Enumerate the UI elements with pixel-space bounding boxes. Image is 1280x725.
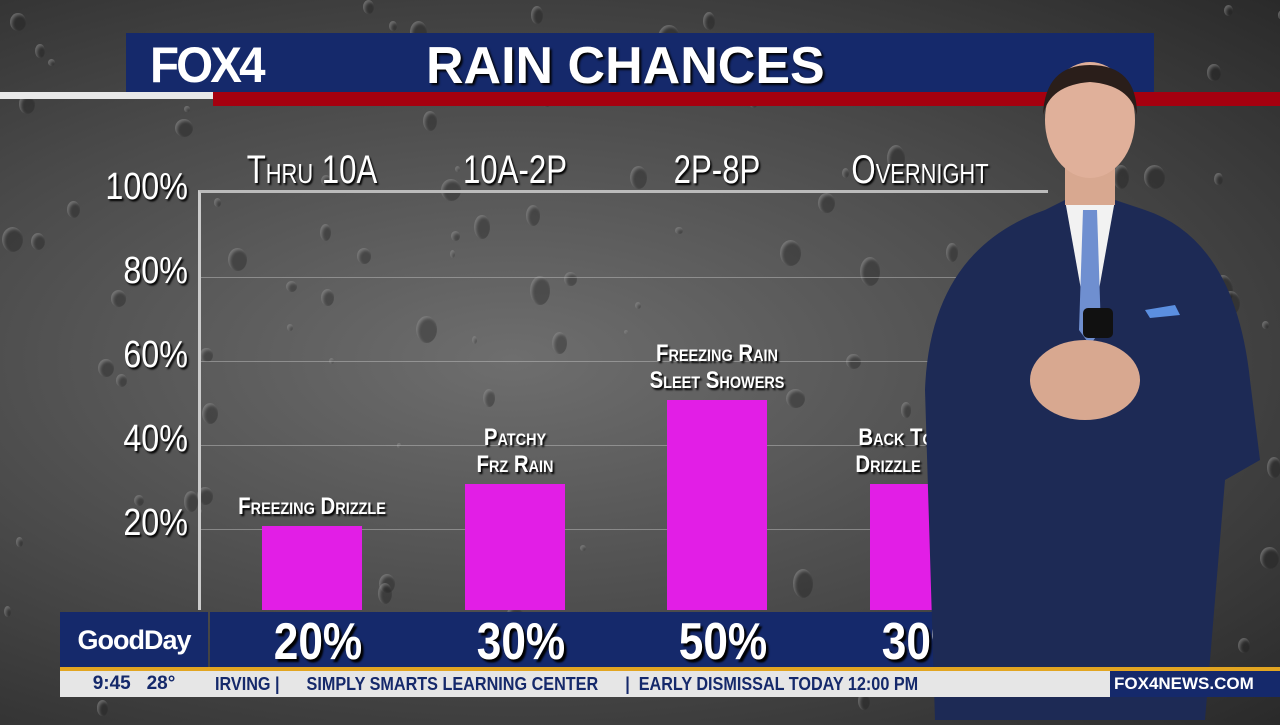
category-label: Thru 10A [246, 148, 378, 192]
bar-annotation-line: Frz Rain [476, 451, 554, 478]
y-tick-label: 60% [123, 334, 188, 376]
value-label: 30% [476, 613, 566, 671]
gridline [201, 445, 1048, 446]
time-temp: 9:45 28° [60, 671, 208, 697]
gridline [201, 277, 1048, 278]
gridline [201, 529, 1048, 530]
y-tick-label: 100% [105, 166, 188, 208]
bar-annotation-line: Patchy [483, 424, 547, 451]
y-tick-label: 20% [123, 502, 188, 544]
presenter [915, 60, 1265, 720]
bar [262, 526, 362, 610]
gridline [201, 361, 1048, 362]
category-label: 2P-8P [673, 148, 761, 192]
news-ticker: 9:45 28° IRVING | SIMPLY SMARTS LEARNING… [60, 671, 1110, 697]
title-banner [126, 33, 1154, 93]
bar [465, 484, 565, 610]
bar-annotation-line: Freezing Rain [656, 340, 778, 367]
goodday-logo: GoodDay [60, 612, 208, 668]
bar-annotation: Patchy Frz Rain [405, 424, 626, 478]
temperature: 28° [146, 673, 176, 694]
y-tick-label: 40% [123, 418, 188, 460]
ticker-divider [60, 667, 1280, 671]
bar-annotation-line: Freezing Drizzle [238, 493, 386, 520]
bar-annotation: Freezing Rain Sleet Showers [607, 340, 828, 394]
page-title: RAIN CHANCES [426, 37, 825, 95]
category-label: 10A-2P [462, 148, 568, 192]
website-label: FOX4NEWS.COM [1110, 671, 1280, 697]
red-accent-bar [213, 92, 1280, 106]
bar [667, 400, 767, 610]
chart-plot-area [198, 190, 1048, 610]
bar-annotation: Freezing Drizzle [202, 493, 423, 520]
value-label: 50% [678, 613, 768, 671]
value-label: 20% [273, 613, 363, 671]
fox4-logo: FOX4 [150, 37, 266, 93]
accent-line [0, 92, 213, 99]
y-tick-label: 80% [123, 250, 188, 292]
category-label: Overnight [851, 148, 989, 192]
value-band [210, 612, 960, 668]
clock-time: 9:45 [92, 673, 131, 694]
ticker-text: IRVING | SIMPLY SMARTS LEARNING CENTER |… [215, 674, 919, 694]
bar-annotation-line: Sleet Showers [649, 367, 785, 394]
